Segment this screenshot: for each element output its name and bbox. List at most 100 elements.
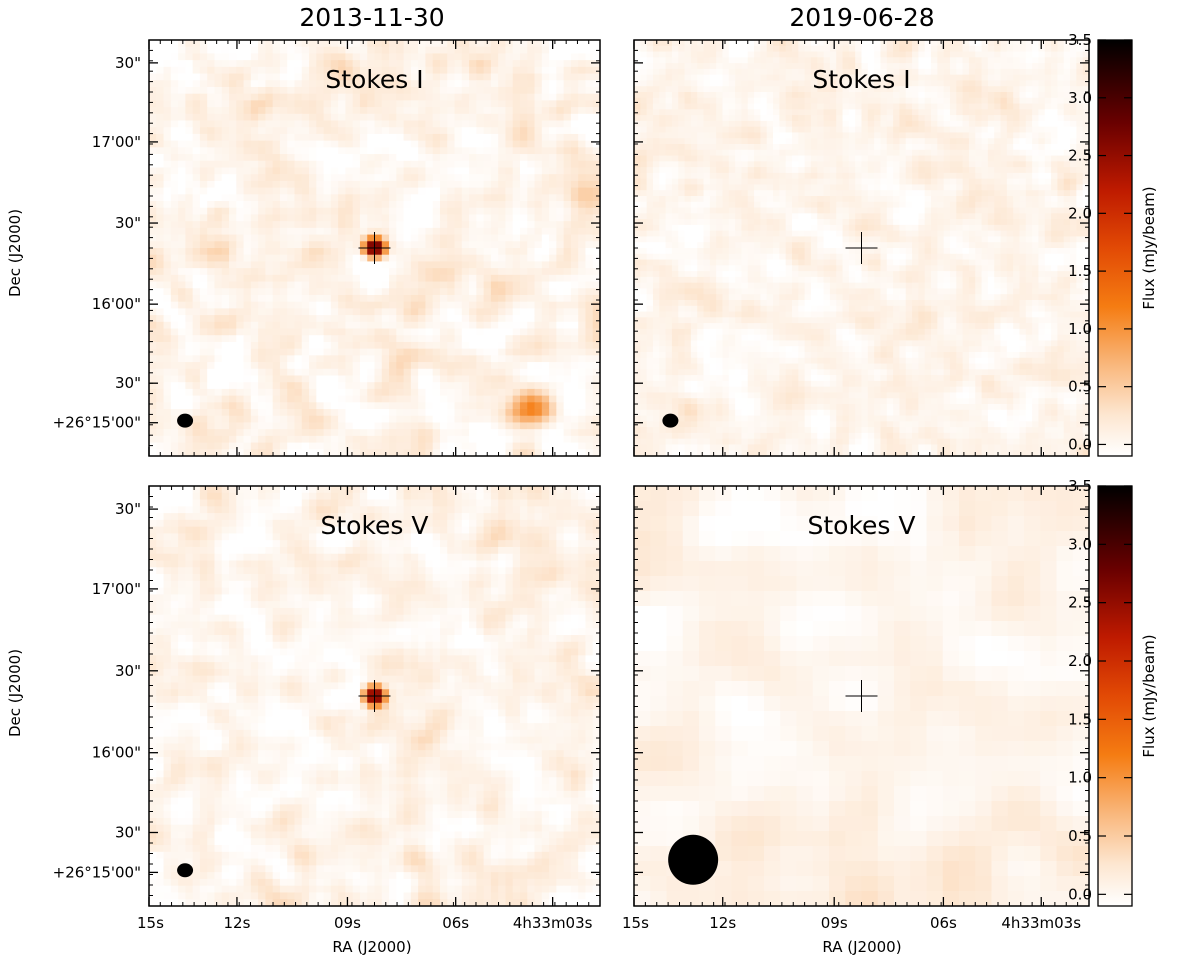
heatmap-cell <box>563 248 572 256</box>
heatmap-cell <box>722 63 730 70</box>
heatmap-cell <box>265 46 274 55</box>
heatmap-cell <box>316 174 325 182</box>
heatmap-cell <box>924 80 932 87</box>
heatmap-cell <box>301 362 310 370</box>
heatmap-cell <box>265 60 274 68</box>
heatmap-cell <box>330 127 339 135</box>
heatmap-cell <box>279 66 288 75</box>
heatmap-cell <box>975 80 983 87</box>
heatmap-cell <box>330 248 339 256</box>
heatmap-cell <box>505 241 514 249</box>
heatmap-cell <box>454 160 463 169</box>
heatmap-cell <box>199 160 208 169</box>
heatmap-cell <box>690 57 698 64</box>
heatmap-cell <box>425 368 434 377</box>
heatmap-cell <box>1025 74 1033 82</box>
heatmap-cell <box>773 92 780 99</box>
heatmap-cell <box>294 147 303 155</box>
heatmap-cell <box>469 66 477 75</box>
heatmap-cell <box>578 167 587 175</box>
heatmap-cell <box>754 109 761 116</box>
heatmap-cell <box>931 74 938 82</box>
heatmap-cell <box>396 113 405 122</box>
heatmap-cell <box>287 301 296 309</box>
heatmap-cell <box>498 429 507 437</box>
heatmap-cell <box>534 248 543 256</box>
heatmap-cell <box>185 442 194 450</box>
heatmap-cell <box>585 341 594 350</box>
heatmap-cell <box>214 174 223 182</box>
heatmap-cell <box>323 335 332 343</box>
heatmap-cell <box>461 294 470 303</box>
heatmap-cell <box>678 45 686 53</box>
heatmap-cell <box>527 214 536 222</box>
heatmap-cell <box>454 167 463 175</box>
heatmap-cell <box>389 388 397 397</box>
heatmap-cell <box>207 362 216 370</box>
heatmap-cell <box>861 115 869 122</box>
heatmap-cell <box>549 214 557 222</box>
heatmap-cell <box>214 160 223 169</box>
heatmap-cell <box>207 335 216 343</box>
heatmap-cell <box>1038 80 1046 87</box>
heatmap-cell <box>323 294 332 303</box>
heatmap-cell <box>345 234 354 242</box>
heatmap-cell <box>345 348 354 356</box>
heatmap-cell <box>403 335 412 343</box>
heatmap-cell <box>855 97 863 105</box>
heatmap-cell <box>556 248 565 256</box>
heatmap-cell <box>250 241 259 249</box>
heatmap-cell <box>505 133 514 142</box>
heatmap-cell <box>381 402 390 410</box>
heatmap-cell <box>236 133 245 142</box>
heatmap-cell <box>185 221 194 229</box>
heatmap-cell <box>156 154 165 162</box>
heatmap-cell <box>250 362 259 370</box>
heatmap-cell <box>810 103 818 110</box>
heatmap-cell <box>527 368 536 377</box>
heatmap-cell <box>236 254 245 263</box>
heatmap-cell <box>410 93 419 101</box>
heatmap-cell <box>848 74 856 82</box>
heatmap-cell <box>981 103 989 110</box>
heatmap-cell <box>279 160 288 169</box>
heatmap-cell <box>741 115 749 122</box>
heatmap-cell <box>185 86 194 95</box>
heatmap-cell <box>338 207 346 216</box>
heatmap-cell <box>185 100 194 108</box>
heatmap-cell <box>301 167 310 175</box>
heatmap-cell <box>592 449 601 457</box>
heatmap-cell <box>229 429 237 437</box>
heatmap-cell <box>199 415 208 424</box>
heatmap-cell <box>156 86 165 95</box>
heatmap-cell <box>549 180 557 189</box>
heatmap-cell <box>880 68 888 76</box>
heatmap-cell <box>483 207 492 216</box>
heatmap-cell <box>735 126 743 134</box>
heatmap-cell <box>541 201 550 209</box>
heatmap-cell <box>374 268 383 276</box>
heatmap-cell <box>301 180 310 189</box>
heatmap-cell <box>192 194 201 202</box>
heatmap-cell <box>250 187 259 195</box>
heatmap-cell <box>498 86 507 95</box>
heatmap-cell <box>432 46 441 55</box>
heatmap-cell <box>498 167 507 175</box>
heatmap-cell <box>476 46 485 55</box>
heatmap-cell <box>294 341 303 350</box>
heatmap-cell <box>549 395 557 403</box>
heatmap-cell <box>359 133 368 142</box>
heatmap-cell <box>1044 45 1052 53</box>
heatmap-cell <box>556 261 565 269</box>
heatmap-cell <box>968 115 976 122</box>
heatmap-cell <box>461 66 470 75</box>
heatmap-cell <box>861 68 869 76</box>
heatmap-cell <box>785 80 793 87</box>
heatmap-cell <box>243 187 252 195</box>
heatmap-cell <box>425 402 434 410</box>
heatmap-cell <box>490 227 499 236</box>
heatmap-cell <box>563 107 572 115</box>
heatmap-cell <box>439 167 448 175</box>
heatmap-cell <box>309 133 317 142</box>
heatmap-cell <box>279 248 288 256</box>
